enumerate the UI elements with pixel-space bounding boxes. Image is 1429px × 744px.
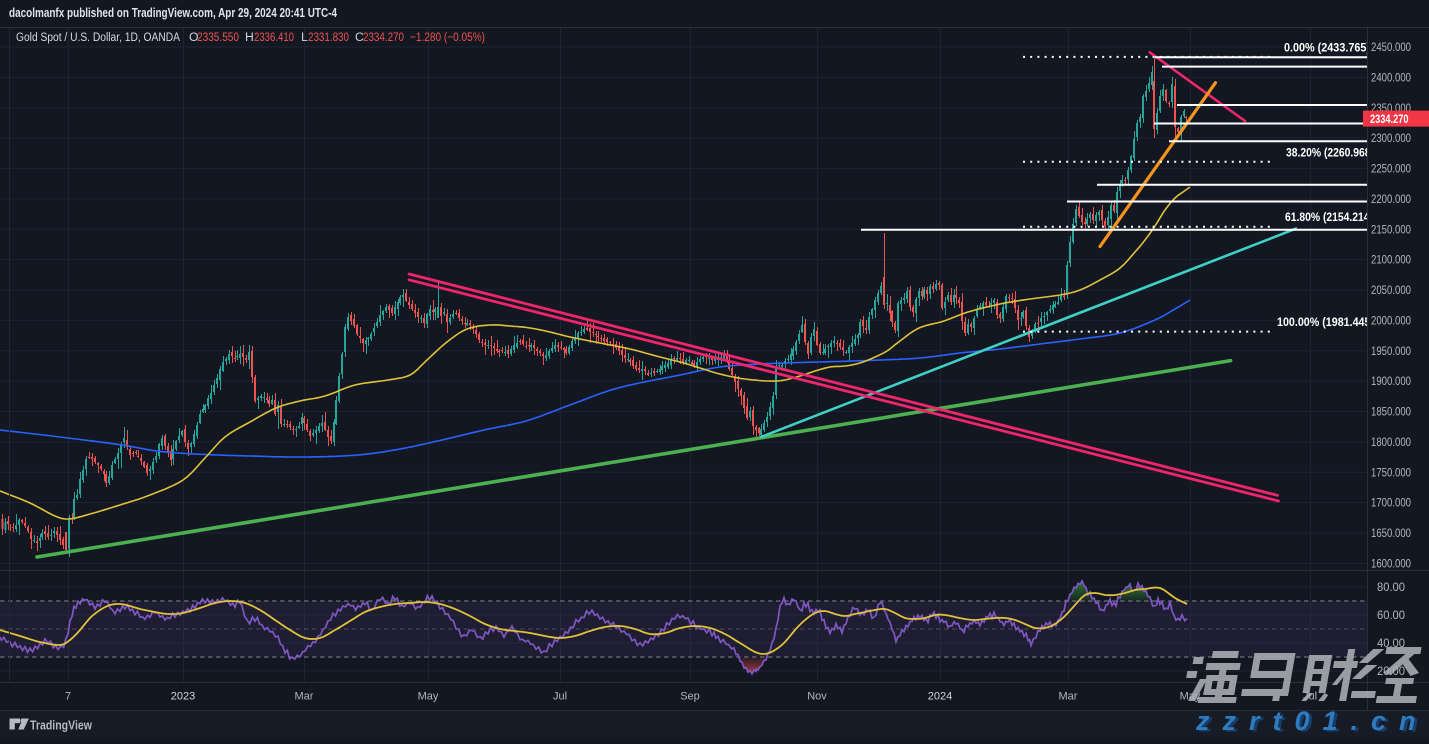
svg-text:1650.000: 1650.000: [1371, 527, 1411, 540]
svg-text:zzrt01.cn: zzrt01.cn: [1195, 706, 1429, 736]
svg-text:dacolmanfx published on Tradin: dacolmanfx published on TradingView.com,…: [9, 5, 338, 20]
svg-text:2100.000: 2100.000: [1371, 254, 1411, 267]
svg-text:40.00: 40.00: [1377, 637, 1405, 650]
svg-text:2250.000: 2250.000: [1371, 163, 1411, 176]
svg-text:2334.270: 2334.270: [1370, 112, 1409, 126]
svg-text:2024: 2024: [928, 691, 952, 703]
svg-text:2000.000: 2000.000: [1371, 315, 1411, 328]
svg-text:Gold Spot / U.S. Dollar, 1D, O: Gold Spot / U.S. Dollar, 1D, OANDA: [16, 30, 181, 44]
svg-text:1700.000: 1700.000: [1371, 497, 1411, 510]
svg-text:Mar: Mar: [1059, 691, 1078, 703]
svg-text:38.20% (2260.968): 38.20% (2260.968): [1286, 145, 1374, 159]
svg-text:H: H: [245, 30, 254, 44]
svg-text:May: May: [418, 691, 439, 703]
svg-text:L: L: [301, 30, 308, 44]
svg-text:2335.550: 2335.550: [197, 30, 239, 44]
svg-text:May: May: [1180, 691, 1201, 703]
svg-text:2331.830: 2331.830: [308, 30, 349, 44]
svg-text:C: C: [355, 30, 364, 44]
svg-text:2200.000: 2200.000: [1371, 193, 1411, 206]
svg-text:1900.000: 1900.000: [1371, 375, 1411, 388]
svg-text:1850.000: 1850.000: [1371, 406, 1411, 419]
svg-text:TradingView: TradingView: [30, 719, 92, 733]
svg-text:2450.000: 2450.000: [1371, 41, 1411, 54]
svg-text:O: O: [189, 30, 198, 44]
svg-text:61.80% (2154.214): 61.80% (2154.214): [1285, 210, 1373, 224]
svg-text:1600.000: 1600.000: [1371, 558, 1411, 571]
svg-text:100.00% (1981.445): 100.00% (1981.445): [1277, 315, 1374, 329]
svg-text:−1.280 (−0.05%): −1.280 (−0.05%): [410, 30, 485, 44]
svg-text:60.00: 60.00: [1377, 609, 1405, 622]
svg-text:2050.000: 2050.000: [1371, 284, 1411, 297]
svg-text:Nov: Nov: [807, 691, 827, 703]
svg-text:1750.000: 1750.000: [1371, 466, 1411, 479]
svg-text:2023: 2023: [171, 691, 195, 703]
svg-text:2336.410: 2336.410: [254, 30, 294, 44]
svg-text:2300.000: 2300.000: [1371, 132, 1411, 145]
svg-text:80.00: 80.00: [1377, 581, 1405, 594]
svg-text:2150.000: 2150.000: [1371, 223, 1411, 236]
svg-text:7: 7: [65, 691, 71, 703]
svg-text:1950.000: 1950.000: [1371, 345, 1411, 358]
svg-text:20.00: 20.00: [1377, 665, 1405, 678]
svg-text:Jul: Jul: [553, 691, 567, 703]
svg-text:2334.270: 2334.270: [363, 30, 404, 44]
svg-text:0.00% (2433.765): 0.00% (2433.765): [1284, 40, 1370, 54]
svg-text:Sep: Sep: [680, 691, 700, 703]
svg-text:1800.000: 1800.000: [1371, 436, 1411, 449]
svg-text:2400.000: 2400.000: [1371, 72, 1411, 85]
svg-text:Mar: Mar: [295, 691, 314, 703]
svg-text:zzrt01.cn: zzrt01.cn: [1198, 708, 1429, 738]
svg-text:Jul: Jul: [1303, 691, 1317, 703]
